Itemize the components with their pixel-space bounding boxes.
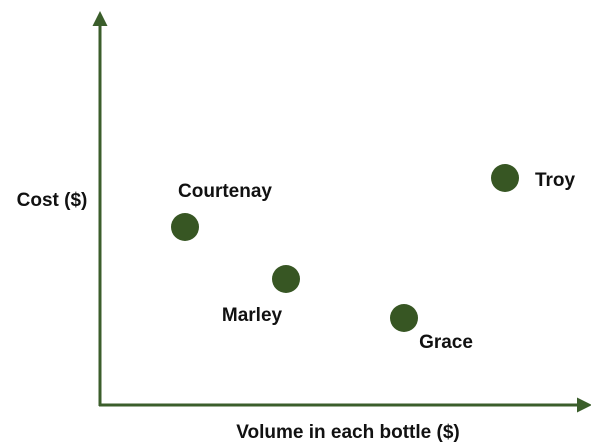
node-dot <box>491 164 519 192</box>
node-dot <box>272 265 300 293</box>
node-label: Courtenay <box>178 181 272 202</box>
node-dot <box>390 304 418 332</box>
x-axis-label: Volume in each bottle ($) <box>236 422 459 443</box>
node-label: Troy <box>535 170 576 191</box>
y-axis-label: Cost ($) <box>17 190 88 211</box>
node-label: Marley <box>222 305 283 326</box>
node-dot <box>171 213 199 241</box>
node-label: Grace <box>419 332 473 353</box>
